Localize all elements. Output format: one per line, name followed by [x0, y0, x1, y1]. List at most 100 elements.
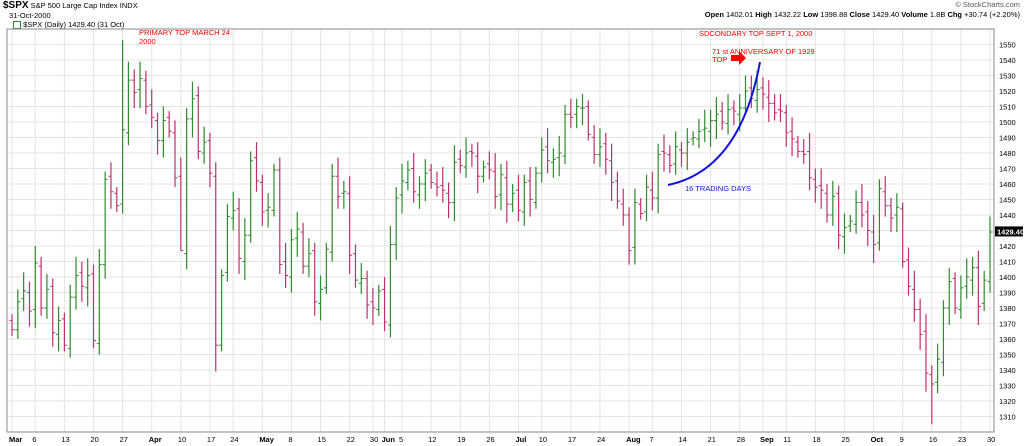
ohlc-bar	[451, 145, 457, 222]
ohlc-bar	[335, 157, 341, 209]
x-tick-label: 10	[539, 435, 547, 444]
x-tick-label: 10	[178, 435, 186, 444]
ohlc-bar	[667, 145, 673, 174]
ohlc-bar	[242, 218, 248, 281]
ohlc-bar	[341, 180, 347, 209]
x-tick-label: Jun	[382, 435, 396, 444]
ohlc-bar	[865, 201, 871, 246]
ohlc-bar	[935, 343, 941, 394]
ohlc-bar	[515, 174, 521, 222]
y-tick-label: 1480	[999, 149, 1016, 158]
ohlc-bar	[702, 109, 708, 143]
ohlc-bar	[195, 86, 201, 160]
ohlc-bar	[463, 137, 469, 178]
ohlc-bar	[125, 61, 131, 146]
ohlc-bar	[521, 174, 527, 226]
ohlc-bar	[318, 275, 324, 321]
ohlc-summary: Open 1402.01 High 1432.22 Low 1398.88 Cl…	[705, 10, 1020, 19]
x-tick-label: Sep	[760, 435, 774, 444]
x-tick-label: 5	[399, 435, 403, 444]
volume-value: 1.8B	[929, 10, 946, 19]
ohlc-bar	[614, 171, 620, 209]
ohlc-bar	[504, 160, 510, 223]
close-value: 1429.40	[872, 10, 900, 19]
ohlc-bar	[399, 163, 405, 214]
volume-label: Volume	[901, 10, 928, 19]
ohlc-bar	[370, 287, 376, 326]
ohlc-bar	[387, 225, 393, 338]
ohlc-bar	[812, 168, 818, 203]
exchange-label: INDX	[119, 1, 138, 10]
right-arrow-icon	[731, 51, 746, 65]
y-tick-label: 1530	[999, 72, 1016, 81]
ohlc-bar	[818, 168, 824, 209]
open-value: 1402.01	[726, 10, 754, 19]
ohlc-bar	[591, 125, 597, 164]
ohlc-bar	[265, 193, 271, 228]
ohlc-bar	[772, 94, 778, 121]
x-tick-label: 20	[91, 435, 99, 444]
ohlc-bar	[219, 269, 225, 352]
y-tick-label: 1370	[999, 320, 1016, 329]
ohlc-bar	[32, 246, 38, 329]
ohlc-bar	[155, 112, 161, 155]
ohlc-bar	[923, 314, 929, 392]
x-tick-label: 7	[649, 435, 653, 444]
ohlc-bar	[417, 176, 422, 209]
y-tick-label: 1400	[999, 273, 1016, 282]
y-tick-label: 1410	[999, 258, 1016, 267]
ohlc-bar	[987, 216, 993, 293]
ohlc-bar	[527, 166, 533, 217]
ohlc-bar	[795, 135, 801, 158]
ohlc-bar	[207, 132, 213, 188]
y-tick-label: 1320	[999, 397, 1016, 406]
ohlc-bar	[882, 176, 888, 217]
last-price-label: 1429.40	[997, 227, 1024, 236]
ohlc-bar	[44, 273, 50, 319]
x-tick-label: 21	[708, 435, 716, 444]
x-tick-label: 19	[457, 435, 465, 444]
ohlc-bar	[283, 242, 289, 288]
ohlc-bar	[900, 202, 906, 268]
ohlc-bar	[708, 109, 714, 147]
y-tick-label: 1420	[999, 242, 1016, 251]
x-tick-label: 8	[288, 435, 292, 444]
y-tick-label: 1460	[999, 180, 1016, 189]
x-tick-label: 24	[597, 435, 605, 444]
x-tick-label: 6	[32, 435, 36, 444]
ohlc-bar	[329, 163, 335, 262]
ohlc-bar	[929, 365, 935, 425]
ohlc-bar	[585, 100, 591, 141]
ohlc-bar	[655, 143, 661, 214]
ohlc-bar	[469, 143, 475, 167]
ohlc-bar	[684, 128, 690, 171]
date-label: 31-Oct-2000	[9, 11, 51, 20]
ohlc-bar	[946, 267, 952, 326]
ohlc-bar	[224, 204, 230, 282]
anniversary-annotation-line1: 71 st ANNIVERSARY OF 1929	[712, 47, 815, 56]
high-label: High	[755, 10, 772, 19]
low-label: Low	[803, 10, 819, 19]
x-tick-label: Mar	[9, 435, 22, 444]
ohlc-bar	[673, 131, 679, 175]
ohlc-bar	[632, 188, 638, 265]
ohlc-bar	[405, 160, 411, 191]
ohlc-bar	[550, 148, 556, 178]
high-value: 1432.22	[773, 10, 802, 19]
ohlc-bar	[830, 180, 836, 226]
ohlc-bar	[876, 179, 882, 251]
ohlc-bar	[609, 143, 615, 202]
ohlc-bar	[533, 166, 539, 209]
ohlc-bar	[137, 61, 143, 109]
x-tick-label: 11	[783, 435, 791, 444]
x-tick-label: 30	[987, 435, 995, 444]
x-tick-label: 16	[929, 435, 937, 444]
ohlc-bar	[172, 120, 178, 188]
x-tick-label: 24	[230, 435, 238, 444]
ohlc-bar	[725, 94, 731, 135]
ohlc-bar	[743, 75, 748, 115]
ohlc-bar	[230, 191, 236, 231]
x-tick-label: 26	[486, 435, 494, 444]
ohlc-bar	[475, 142, 481, 194]
ohlc-bar	[981, 270, 987, 312]
